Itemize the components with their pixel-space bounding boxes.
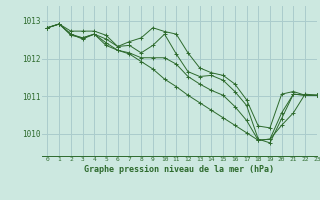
- X-axis label: Graphe pression niveau de la mer (hPa): Graphe pression niveau de la mer (hPa): [84, 165, 274, 174]
